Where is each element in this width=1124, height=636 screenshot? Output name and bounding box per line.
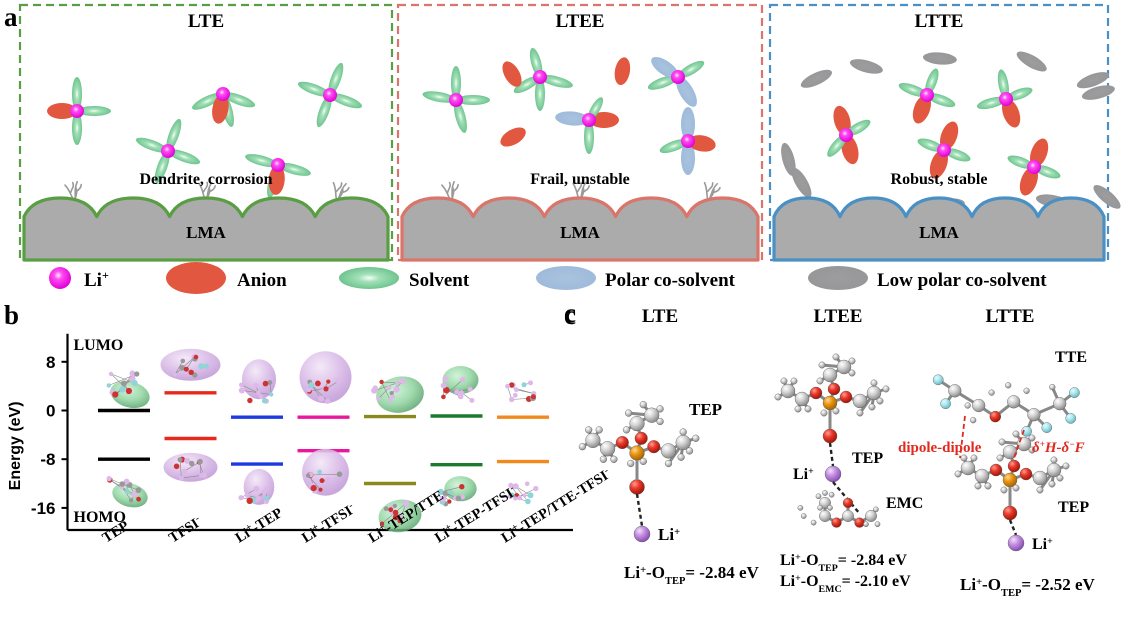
svg-text:LTE: LTE	[642, 306, 678, 327]
svg-text:LTTE: LTTE	[915, 11, 964, 32]
svg-text:Robust, stable: Robust, stable	[891, 171, 988, 188]
svg-text:dipole-dipole: dipole-dipole	[898, 440, 982, 456]
svg-text:Li+: Li+	[1032, 536, 1053, 554]
svg-text:LTE: LTE	[188, 11, 224, 32]
svg-text:Li+: Li+	[658, 525, 680, 544]
svg-text:TEP: TEP	[689, 400, 722, 419]
svg-text:Polar co-solvent: Polar co-solvent	[605, 270, 736, 291]
svg-text:Low polar co-solvent: Low polar co-solvent	[877, 270, 1047, 291]
svg-text:Frail, unstable: Frail, unstable	[530, 171, 630, 188]
svg-text:Li+-OTEP= -2.84 eV: Li+-OTEP= -2.84 eV	[780, 552, 907, 574]
svg-text:Dendrite, corrosion: Dendrite, corrosion	[139, 171, 272, 188]
svg-text:TEP: TEP	[852, 450, 883, 467]
svg-text:LMA: LMA	[560, 223, 600, 242]
svg-text:Li+: Li+	[84, 268, 109, 291]
svg-text:TEP: TEP	[1058, 499, 1089, 516]
svg-text:EMC: EMC	[886, 495, 923, 512]
svg-text:Li+-OTEP= -2.84 eV: Li+-OTEP= -2.84 eV	[624, 563, 760, 587]
svg-text:Li+-OEMC= -2.10 eV: Li+-OEMC= -2.10 eV	[780, 573, 911, 595]
svg-text:Li+-OTEP= -2.52 eV: Li+-OTEP= -2.52 eV	[960, 575, 1096, 599]
svg-text:LTTE: LTTE	[986, 306, 1035, 327]
svg-text:LTEE: LTEE	[814, 306, 863, 327]
svg-text:Anion: Anion	[237, 270, 287, 291]
svg-text:LTEE: LTEE	[556, 11, 605, 32]
svg-text:LMA: LMA	[186, 223, 226, 242]
svg-text:Solvent: Solvent	[409, 270, 470, 291]
svg-text:LMA: LMA	[919, 223, 959, 242]
svg-text:TTE: TTE	[1055, 349, 1087, 366]
svg-text:Li+: Li+	[793, 466, 814, 484]
svg-text:δ+H-δ−F: δ+H-δ−F	[1032, 439, 1085, 456]
svg-text:c: c	[564, 298, 576, 328]
